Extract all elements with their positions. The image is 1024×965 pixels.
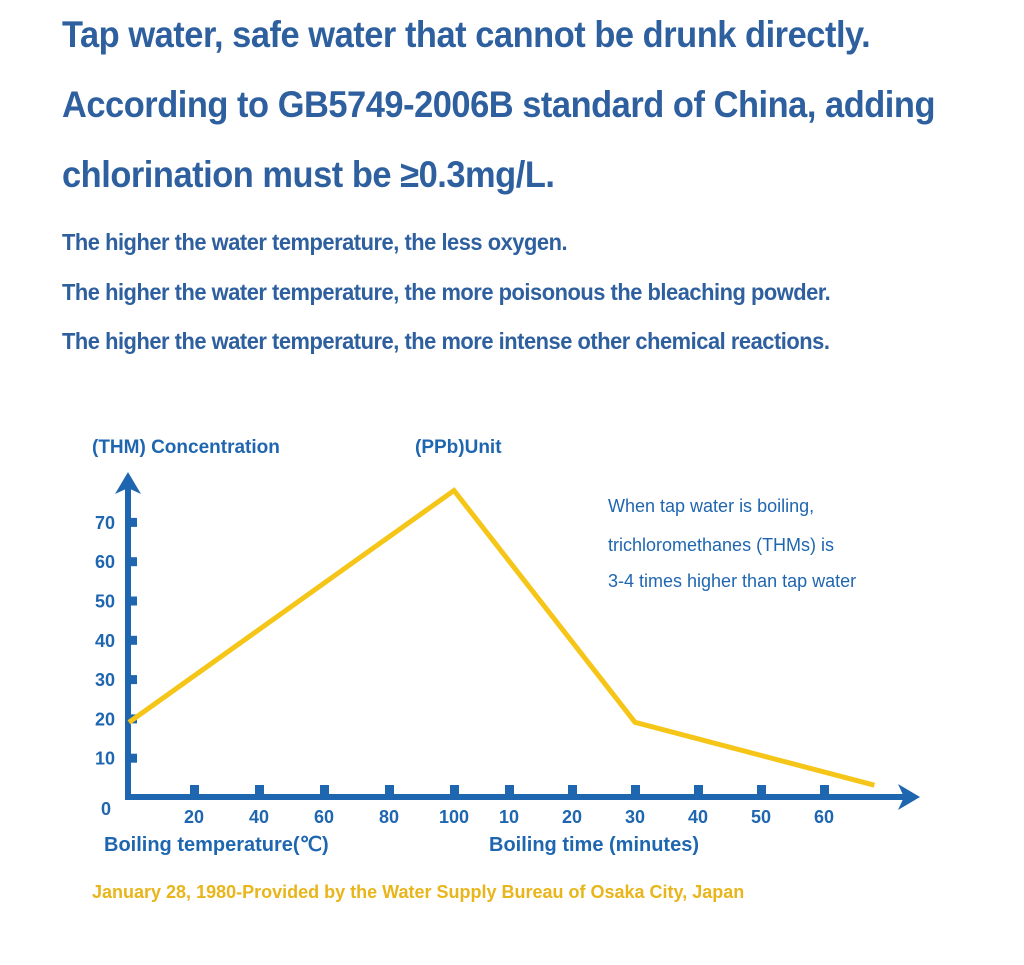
x-tick-label: 30: [625, 807, 645, 827]
headline-line-3: chlorination must be ≥0.3mg/L.: [62, 154, 555, 195]
y-tick-label: 70: [95, 513, 115, 533]
x-tick-label: 10: [499, 807, 519, 827]
y-tick-mark: [128, 675, 137, 685]
y-tick-mark: [128, 517, 137, 527]
y-tick-label: 50: [95, 592, 115, 612]
y-tick-mark: [128, 557, 137, 567]
thm-series-line: [127, 487, 876, 788]
x-tick-label: 60: [314, 807, 334, 827]
x-tick-mark: [820, 785, 829, 797]
x-tick-label: 60: [814, 807, 834, 827]
x-tick-label: 80: [379, 807, 399, 827]
unit-label: (PPb)Unit: [415, 437, 502, 458]
x-tick-mark: [320, 785, 329, 797]
headline-line-1: Tap water, safe water that cannot be dru…: [62, 14, 871, 55]
x-axis-title-temperature: Boiling temperature(℃): [104, 834, 329, 856]
x-tick-mark: [694, 785, 703, 797]
y-tick-mark: [128, 635, 137, 645]
y-tick-label: 60: [95, 552, 115, 572]
x-tick-mark: [631, 785, 640, 797]
axes: [115, 472, 920, 810]
x-tick-label: 40: [249, 807, 269, 827]
temperature-note-bleaching: The higher the water temperature, the mo…: [62, 279, 831, 305]
headline-line-2: According to GB5749-2006B standard of Ch…: [62, 84, 936, 125]
y-tick-label: 10: [95, 749, 115, 769]
y-tick-mark: [128, 753, 137, 763]
source-credit: January 28, 1980-Provided by the Water S…: [92, 882, 744, 902]
x-tick-label: 20: [562, 807, 582, 827]
x-tick-mark: [385, 785, 394, 797]
tick-labels: 10 20 30 40 50 60 70 0 20 40 60 80 100 10 20 30 40 50 60: [95, 513, 834, 827]
annotation-line-3: 3-4 times higher than tap water: [608, 571, 856, 591]
x-tick-label: 50: [751, 807, 771, 827]
annotation-line-1: When tap water is boiling,: [608, 496, 814, 516]
y-tick-mark: [128, 596, 137, 606]
y-tick-label: 20: [95, 709, 115, 729]
origin-label: 0: [101, 799, 111, 819]
x-tick-label: 20: [184, 807, 204, 827]
x-tick-mark: [568, 785, 577, 797]
temperature-note-oxygen: The higher the water temperature, the le…: [62, 229, 568, 255]
x-tick-label: 100: [439, 807, 469, 827]
x-tick-mark: [505, 785, 514, 797]
annotation-line-2: trichloromethanes (THMs) is: [608, 535, 834, 555]
x-tick-label: 40: [688, 807, 708, 827]
x-tick-mark: [757, 785, 766, 797]
y-axis-arrowhead: [115, 472, 141, 494]
y-tick-label: 40: [95, 631, 115, 651]
temperature-note-reactions: The higher the water temperature, the mo…: [62, 328, 830, 354]
x-axis-arrowhead: [898, 784, 920, 810]
x-tick-mark: [255, 785, 264, 797]
x-tick-mark: [190, 785, 199, 797]
y-tick-label: 30: [95, 670, 115, 690]
x-axis-title-time: Boiling time (minutes): [489, 834, 699, 856]
x-tick-mark: [450, 785, 459, 797]
y-axis-title: (THM) Concentration: [92, 437, 280, 458]
